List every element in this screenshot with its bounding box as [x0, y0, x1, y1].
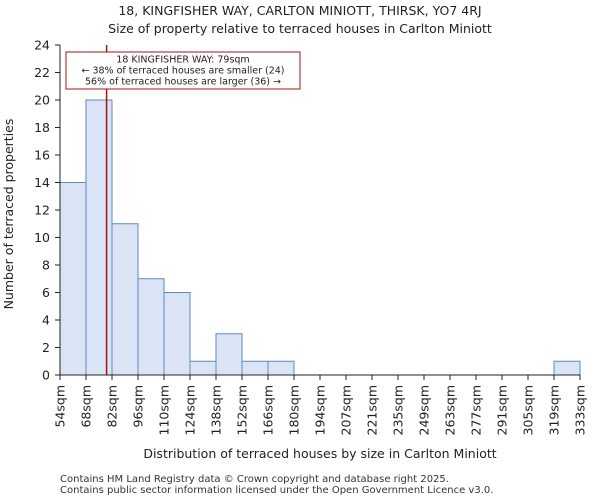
- y-tick-label-12: 12: [34, 203, 50, 218]
- y-tick-label-22: 22: [34, 65, 50, 80]
- x-tick-label-305sqm: 305sqm: [521, 385, 536, 435]
- y-tick-label-2: 2: [42, 340, 50, 355]
- x-tick-label-54sqm: 54sqm: [53, 385, 68, 428]
- bar-124sqm: [189, 360, 217, 376]
- bar-152sqm: [241, 360, 269, 376]
- marker-group: 18 KINGFISHER WAY: 79sqm← 38% of terrace…: [65, 45, 301, 375]
- annotation-line-2: ← 38% of terraced houses are smaller (24…: [81, 66, 284, 77]
- x-tick-label-277sqm: 277sqm: [469, 385, 484, 435]
- y-tick-label-14: 14: [34, 175, 50, 190]
- x-tick-label-291sqm: 291sqm: [495, 385, 510, 435]
- y-tick-label-6: 6: [42, 285, 50, 300]
- bars-group: [59, 99, 581, 376]
- bar-319sqm: [553, 360, 581, 376]
- chart-title: 18, KINGFISHER WAY, CARLTON MINIOTT, THI…: [118, 3, 482, 18]
- y-tick-label-18: 18: [34, 120, 50, 135]
- bar-96sqm: [137, 278, 165, 376]
- bar-166sqm: [267, 360, 295, 376]
- chart-subtitle: Size of property relative to terraced ho…: [108, 21, 492, 36]
- footer-line-1: Contains HM Land Registry data © Crown c…: [60, 474, 449, 485]
- y-tick-label-16: 16: [34, 148, 50, 163]
- x-tick-label-319sqm: 319sqm: [547, 385, 562, 435]
- x-tick-label-333sqm: 333sqm: [573, 385, 588, 435]
- bar-68sqm: [85, 99, 113, 376]
- annotation-line-1: 18 KINGFISHER WAY: 79sqm: [116, 55, 249, 66]
- y-axis-label: Number of terraced properties: [1, 119, 16, 310]
- x-tick-label-110sqm: 110sqm: [157, 385, 172, 435]
- x-tick-label-68sqm: 68sqm: [79, 385, 94, 428]
- x-tick-label-96sqm: 96sqm: [131, 385, 146, 428]
- x-tick-label-194sqm: 194sqm: [313, 385, 328, 435]
- y-tick-label-8: 8: [42, 258, 50, 273]
- x-tick-label-180sqm: 180sqm: [287, 385, 302, 435]
- bar-54sqm: [59, 182, 87, 376]
- annotation-line-3: 56% of terraced houses are larger (36) →: [85, 77, 281, 88]
- x-tick-label-235sqm: 235sqm: [391, 385, 406, 435]
- x-tick-label-152sqm: 152sqm: [235, 385, 250, 435]
- bar-82sqm: [111, 223, 139, 376]
- x-tick-label-263sqm: 263sqm: [443, 385, 458, 435]
- x-tick-label-221sqm: 221sqm: [365, 385, 380, 435]
- x-tick-label-249sqm: 249sqm: [417, 385, 432, 435]
- x-tick-label-82sqm: 82sqm: [105, 385, 120, 428]
- y-tick-label-4: 4: [42, 313, 50, 328]
- x-axis-label: Distribution of terraced houses by size …: [143, 446, 496, 461]
- footer-line-2: Contains public sector information licen…: [60, 485, 494, 496]
- y-tick-label-24: 24: [34, 38, 50, 53]
- x-tick-label-138sqm: 138sqm: [209, 385, 224, 435]
- bar-138sqm: [215, 333, 243, 376]
- y-tick-label-10: 10: [34, 230, 50, 245]
- x-tick-label-166sqm: 166sqm: [261, 385, 276, 435]
- bar-110sqm: [163, 292, 191, 376]
- x-tick-label-207sqm: 207sqm: [339, 385, 354, 435]
- annotation-box: [65, 51, 301, 90]
- y-tick-label-20: 20: [34, 93, 50, 108]
- y-tick-label-0: 0: [42, 368, 50, 383]
- x-tick-label-124sqm: 124sqm: [183, 385, 198, 435]
